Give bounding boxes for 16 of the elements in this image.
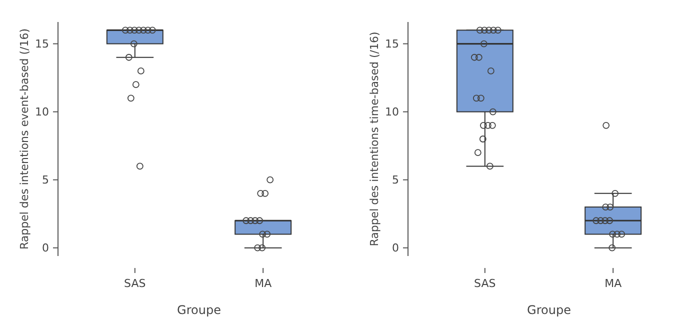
y-tick-label: 10 <box>35 106 49 119</box>
y-tick-label: 5 <box>392 174 399 187</box>
y-tick-label: 10 <box>385 106 399 119</box>
x-axis-title: Groupe <box>527 303 571 317</box>
y-tick-label: 15 <box>35 38 49 51</box>
x-tick-label: SAS <box>474 277 496 290</box>
x-axis-title: Groupe <box>177 303 221 317</box>
y-tick-label: 15 <box>385 38 399 51</box>
x-tick-label: MA <box>604 277 622 290</box>
x-tick-label: SAS <box>124 277 146 290</box>
y-tick-label: 0 <box>392 242 399 255</box>
y-axis-title: Rappel des intentions event-based (/16) <box>18 28 31 250</box>
x-tick-label: MA <box>254 277 272 290</box>
y-tick-label: 5 <box>42 174 49 187</box>
y-tick-label: 0 <box>42 242 49 255</box>
y-axis-title: Rappel des intentions time-based (/16) <box>368 32 381 246</box>
